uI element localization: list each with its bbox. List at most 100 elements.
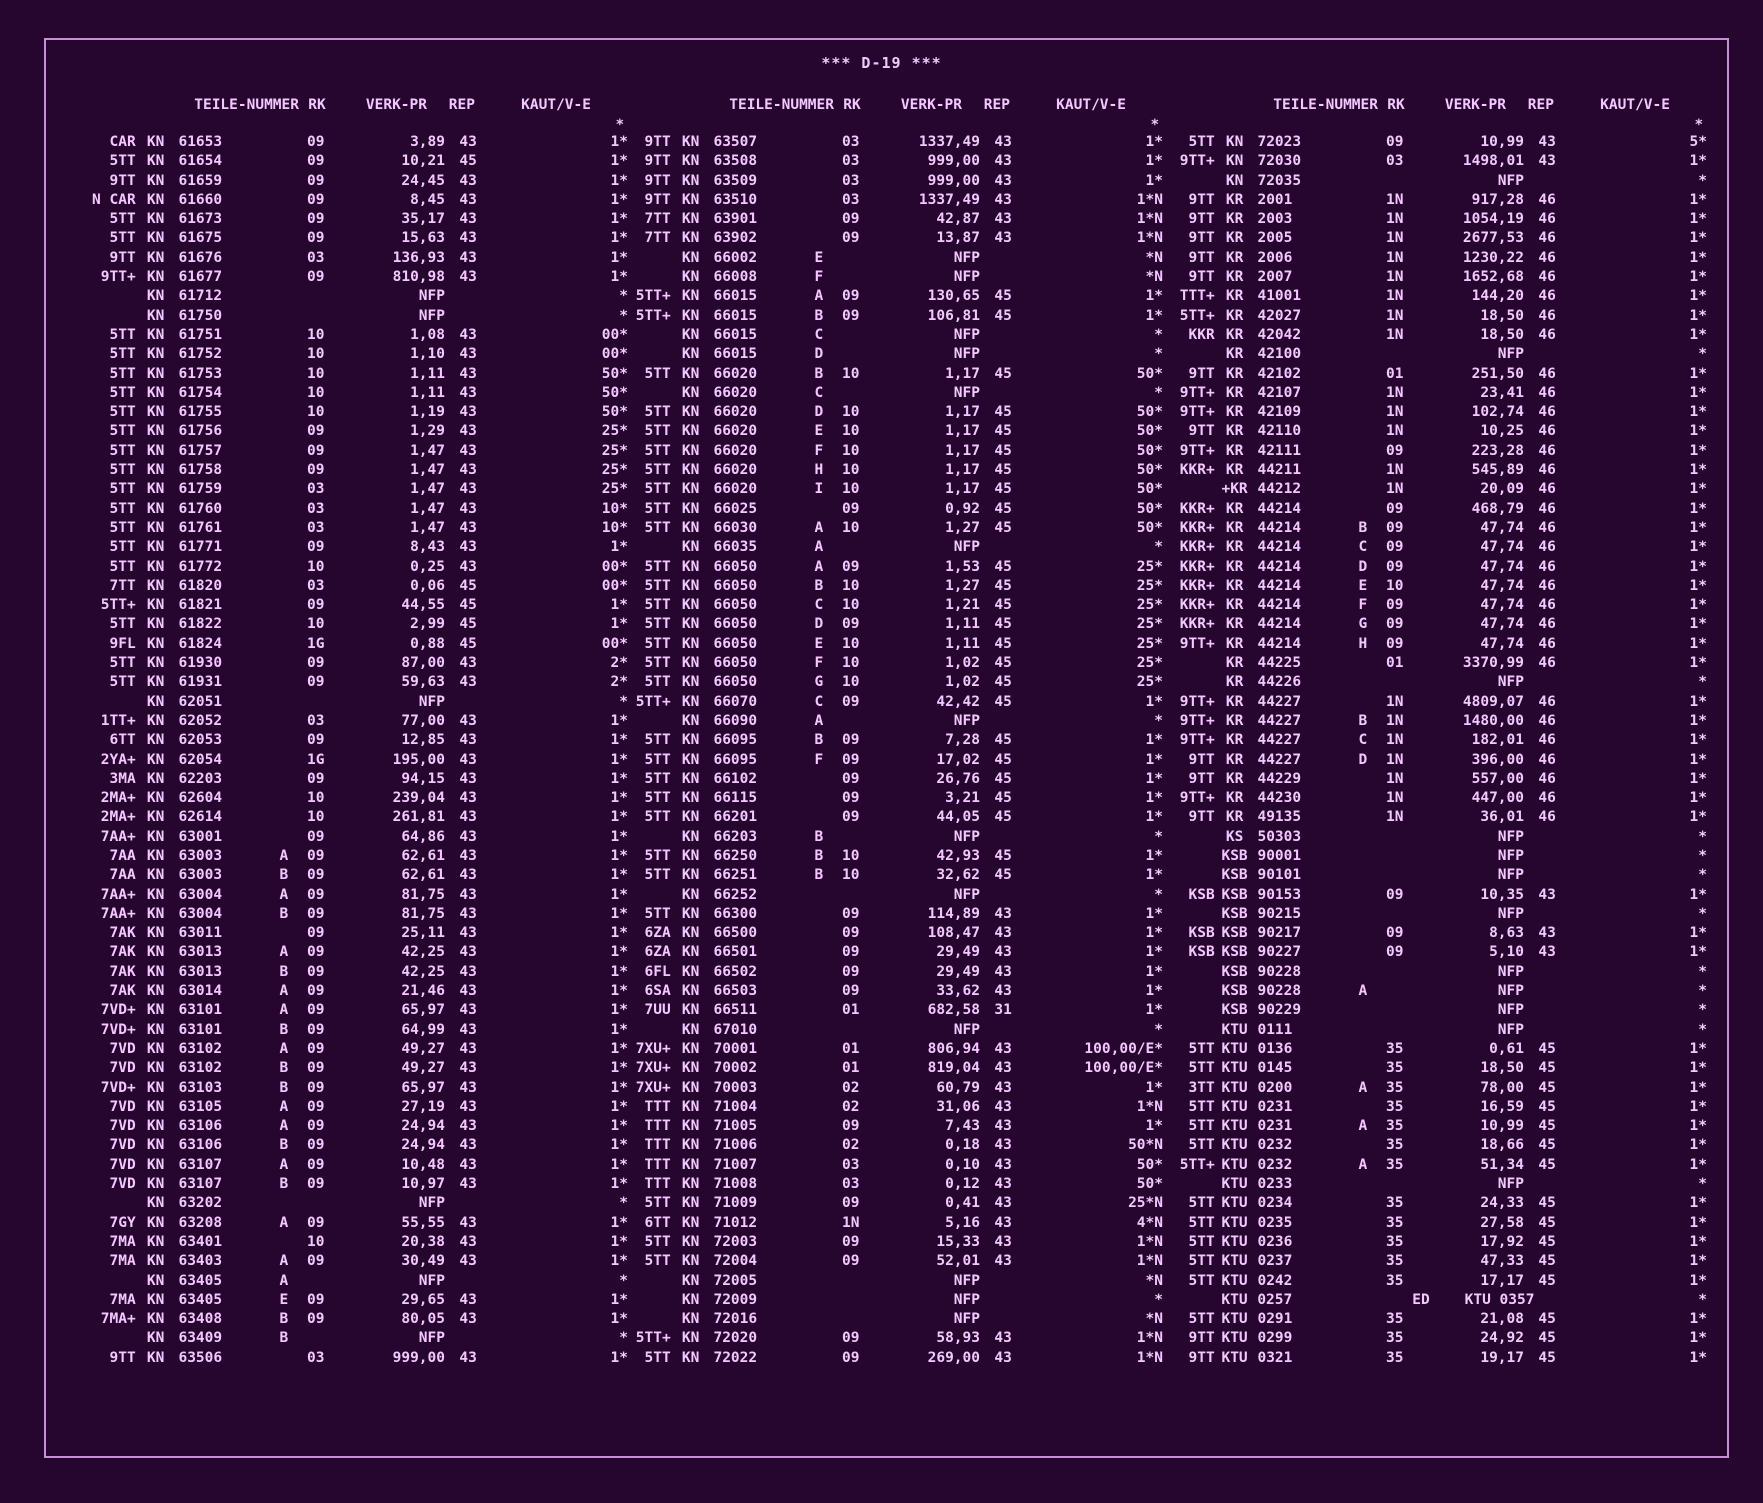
cell-kaut: 50* <box>1136 365 1163 382</box>
cell-part-number: 66015 <box>713 346 758 363</box>
cell-price: 223,28 <box>1471 442 1524 459</box>
cell-rep: 45 <box>459 153 477 170</box>
cell-price: 819,04 <box>927 1060 980 1077</box>
cell-prefix <box>1159 1175 1215 1194</box>
cell-suffix <box>1349 442 1377 461</box>
cell-rep: 45 <box>994 693 1012 710</box>
table-row: 9TT KN 63509 03 999,00 43 1* <box>615 172 1163 191</box>
cell-prefix: 9TT <box>1188 751 1215 768</box>
cell-rep: 43 <box>459 211 477 228</box>
cell-part-number: 66015 <box>713 288 758 305</box>
table-row: 6SA KN 66503 09 33,62 43 1* <box>615 982 1163 1001</box>
table-row: 5TT KTU 0232 35 18,66 45 1* <box>1159 1136 1707 1155</box>
cell-price: 32,62 <box>936 867 980 884</box>
cell-part-number: 44214 <box>1257 500 1302 517</box>
cell-price: 49,27 <box>401 1060 445 1077</box>
cell-rk: 03 <box>841 134 860 150</box>
cell-rk: 35 <box>1385 1195 1404 1212</box>
table-row: 5TT+ KN 66015 A 09 130,65 45 1* <box>615 287 1163 306</box>
table-row: KKR+ KR 44211 1N 545,89 46 1* <box>1159 461 1707 480</box>
cell-suffix <box>1349 654 1377 673</box>
cell-series: KN <box>146 211 165 228</box>
cell-suffix: F <box>814 269 824 286</box>
table-row: 7AA+ KN 63001 09 64,86 43 1* <box>80 828 628 847</box>
cell-rk: 10 <box>841 655 860 672</box>
cell-part-number: 63003 <box>178 847 223 864</box>
cell-suffix <box>1349 1233 1377 1252</box>
table-row: 9TT KN 63507 03 1337,49 43 1* <box>615 133 1163 152</box>
table-row: 5TT KTU 0291 35 21,08 45 1* <box>1159 1310 1707 1329</box>
cell-kaut: 1* <box>1689 481 1707 498</box>
cell-part-number: 72035 <box>1257 172 1302 189</box>
cell-price: NFP <box>953 539 980 556</box>
table-row: 5TT KN 61761 03 1,47 43 10* <box>80 519 628 538</box>
cell-rep: 46 <box>1538 558 1556 575</box>
cell-rk: 10 <box>306 1233 325 1250</box>
cell-suffix <box>1349 963 1377 982</box>
cell-series: KN <box>681 1233 700 1250</box>
cell-part-number: 70001 <box>713 1040 758 1057</box>
cell-rk: 09 <box>841 925 860 942</box>
cell-price: 42,87 <box>936 211 980 228</box>
cell-part-number: 2003 <box>1257 211 1293 228</box>
cell-part-number: 72003 <box>713 1233 758 1250</box>
cell-price: 17,17 <box>1480 1272 1524 1289</box>
cell-price: 810,98 <box>392 269 445 286</box>
cell-prefix: TTT <box>644 1118 671 1135</box>
cell-rep: 43 <box>994 963 1012 980</box>
cell-rk: 09 <box>1385 539 1404 556</box>
cell-price: 10,21 <box>401 153 445 170</box>
cell-rk: 09 <box>841 1330 860 1347</box>
cell-part-number: 61759 <box>178 481 223 498</box>
table-row: 5TT KN 66050 A 09 1,53 45 25* <box>615 558 1163 577</box>
cell-series: KN <box>146 172 165 189</box>
cell-kaut: 1* <box>610 1098 628 1115</box>
cell-kaut: 25* <box>1136 616 1163 633</box>
cell-kaut: 1* <box>610 886 628 903</box>
cell-part-number: 66050 <box>713 674 758 691</box>
cell-rep: 46 <box>1538 442 1556 459</box>
table-row: 5TT KN 61930 09 87,00 43 2* <box>80 654 628 673</box>
table-row: KKR KR 42042 1N 18,50 46 1* <box>1159 326 1707 345</box>
cell-kaut: 1* <box>1145 963 1163 980</box>
cell-suffix <box>1349 1252 1377 1271</box>
cell-rep <box>1524 828 1556 847</box>
cell-part-number: 66015 <box>713 326 758 343</box>
cell-rk: 09 <box>1385 886 1404 903</box>
cell-rep: 45 <box>459 635 477 652</box>
cell-rep: 43 <box>459 462 477 479</box>
table-row: KN 72009 NFP * <box>615 1291 1163 1310</box>
cell-rep: 45 <box>1538 1311 1556 1328</box>
column-3: TEILE-NUMMER RK VERK-PR REP KAUT/V-E * 5TT KN 72… <box>1159 95 1707 1368</box>
cell-part-number: 61757 <box>178 442 223 459</box>
table-row: 5TT KN 66250 B 10 42,93 45 1* <box>615 847 1163 866</box>
cell-part-number: 71004 <box>713 1098 758 1115</box>
cell-prefix <box>615 886 671 905</box>
cell-rk <box>1377 1175 1413 1194</box>
cell-prefix: 5TT <box>644 905 671 922</box>
cell-kaut: 1* <box>1689 732 1707 749</box>
cell-rep: 43 <box>459 925 477 942</box>
cell-part-number: 44226 <box>1257 674 1302 691</box>
cell-part-number: 72009 <box>713 1291 758 1308</box>
table-row: 5TT KN 61771 09 8,43 43 1* <box>80 538 628 557</box>
cell-series: KN <box>146 442 165 459</box>
cell-prefix <box>615 712 671 731</box>
cell-series: KN <box>146 539 165 556</box>
table-row: 9TT KR 44227 D 1N 396,00 46 1* <box>1159 751 1707 770</box>
cell-part-number: 72005 <box>713 1272 758 1289</box>
table-row: 5TT KN 72003 09 15,33 43 1*N <box>615 1233 1163 1252</box>
table-row: 2MA+ KN 62604 10 239,04 43 1* <box>80 789 628 808</box>
cell-prefix: 7TT <box>109 577 136 594</box>
table-row: 7VD KN 63105 A 09 27,19 43 1* <box>80 1098 628 1117</box>
cell-series: KR <box>1225 809 1244 826</box>
cell-rep: 43 <box>994 1137 1012 1154</box>
cell-kaut: *N <box>1145 269 1163 286</box>
cell-prefix <box>1159 172 1215 191</box>
cell-rep <box>1524 847 1556 866</box>
cell-rep: 43 <box>459 269 477 286</box>
cell-price: 42,25 <box>401 944 445 961</box>
cell-suffix <box>805 770 833 789</box>
cell-rk: 35 <box>1385 1137 1404 1154</box>
cell-rk: 35 <box>1385 1272 1404 1289</box>
